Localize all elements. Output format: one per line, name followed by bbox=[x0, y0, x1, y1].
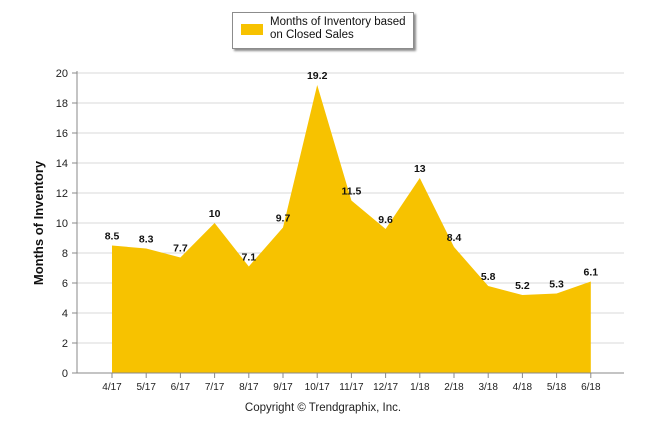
data-label: 5.2 bbox=[515, 280, 530, 292]
data-label: 19.2 bbox=[307, 70, 328, 82]
copyright-footer: Copyright © Trendgraphix, Inc. bbox=[244, 402, 402, 414]
legend-swatch bbox=[241, 24, 263, 35]
chart-legend: Months of Inventory based on Closed Sale… bbox=[232, 12, 414, 49]
axes bbox=[76, 71, 624, 374]
x-tick-label: 5/18 bbox=[547, 382, 567, 393]
x-tick-label: 6/17 bbox=[171, 382, 191, 393]
y-tick-label: 0 bbox=[62, 368, 68, 380]
x-tick-label: 7/17 bbox=[205, 382, 225, 393]
data-label: 7.7 bbox=[173, 243, 188, 255]
data-label: 8.5 bbox=[105, 231, 120, 243]
y-axis-label: Months of Inventory bbox=[31, 160, 46, 285]
data-label: 5.3 bbox=[549, 279, 564, 291]
x-tick-label: 3/18 bbox=[478, 382, 498, 393]
data-labels: 8.5 8.3 7.7 10 7.1 9.7 19.2 11.5 9.6 13 8.4 5.8 5.2 5… bbox=[105, 70, 599, 292]
x-tick-label: 4/17 bbox=[102, 382, 122, 393]
x-tick-label: 11/17 bbox=[339, 382, 364, 393]
x-tick-label: 5/17 bbox=[136, 382, 156, 393]
data-label: 9.6 bbox=[378, 214, 393, 226]
data-label: 10 bbox=[209, 208, 221, 220]
data-label: 8.4 bbox=[447, 232, 462, 244]
y-tick-label: 18 bbox=[56, 98, 68, 110]
y-tick-label: 10 bbox=[56, 218, 68, 230]
x-tick-label: 4/18 bbox=[513, 382, 533, 393]
series-area bbox=[112, 85, 591, 373]
data-label: 7.1 bbox=[241, 252, 256, 264]
y-tick-label: 14 bbox=[56, 158, 68, 170]
data-label: 11.5 bbox=[341, 186, 361, 198]
x-tick-label: 10/17 bbox=[305, 382, 330, 393]
y-axis-ticks: 0 2 4 6 8 10 12 14 16 18 20 bbox=[56, 68, 77, 380]
area-chart: 0 2 4 6 8 10 12 14 16 18 20 4/17 5/17 6/17 7/17 8/17 9/… bbox=[31, 68, 624, 393]
y-tick-label: 2 bbox=[62, 338, 68, 350]
y-tick-label: 16 bbox=[56, 128, 68, 140]
y-tick-label: 20 bbox=[56, 68, 68, 80]
x-tick-label: 9/17 bbox=[273, 382, 293, 393]
data-label: 8.3 bbox=[139, 234, 154, 246]
y-tick-label: 8 bbox=[62, 248, 68, 260]
y-tick-label: 6 bbox=[62, 278, 68, 290]
x-tick-label: 2/18 bbox=[444, 382, 464, 393]
y-tick-label: 4 bbox=[62, 308, 68, 320]
data-label: 13 bbox=[414, 163, 426, 175]
legend-label: Months of Inventory based on Closed Sale… bbox=[270, 16, 406, 41]
y-tick-label: 12 bbox=[56, 188, 68, 200]
x-tick-label: 6/18 bbox=[581, 382, 601, 393]
data-label: 9.7 bbox=[276, 213, 291, 225]
data-label: 5.8 bbox=[481, 271, 496, 283]
x-axis-ticks: 4/17 5/17 6/17 7/17 8/17 9/17 10/17 11/17 12/17 1… bbox=[102, 373, 601, 393]
x-tick-label: 12/17 bbox=[373, 382, 398, 393]
x-tick-label: 8/17 bbox=[239, 382, 259, 393]
data-label: 6.1 bbox=[583, 267, 598, 279]
x-tick-label: 1/18 bbox=[410, 382, 430, 393]
